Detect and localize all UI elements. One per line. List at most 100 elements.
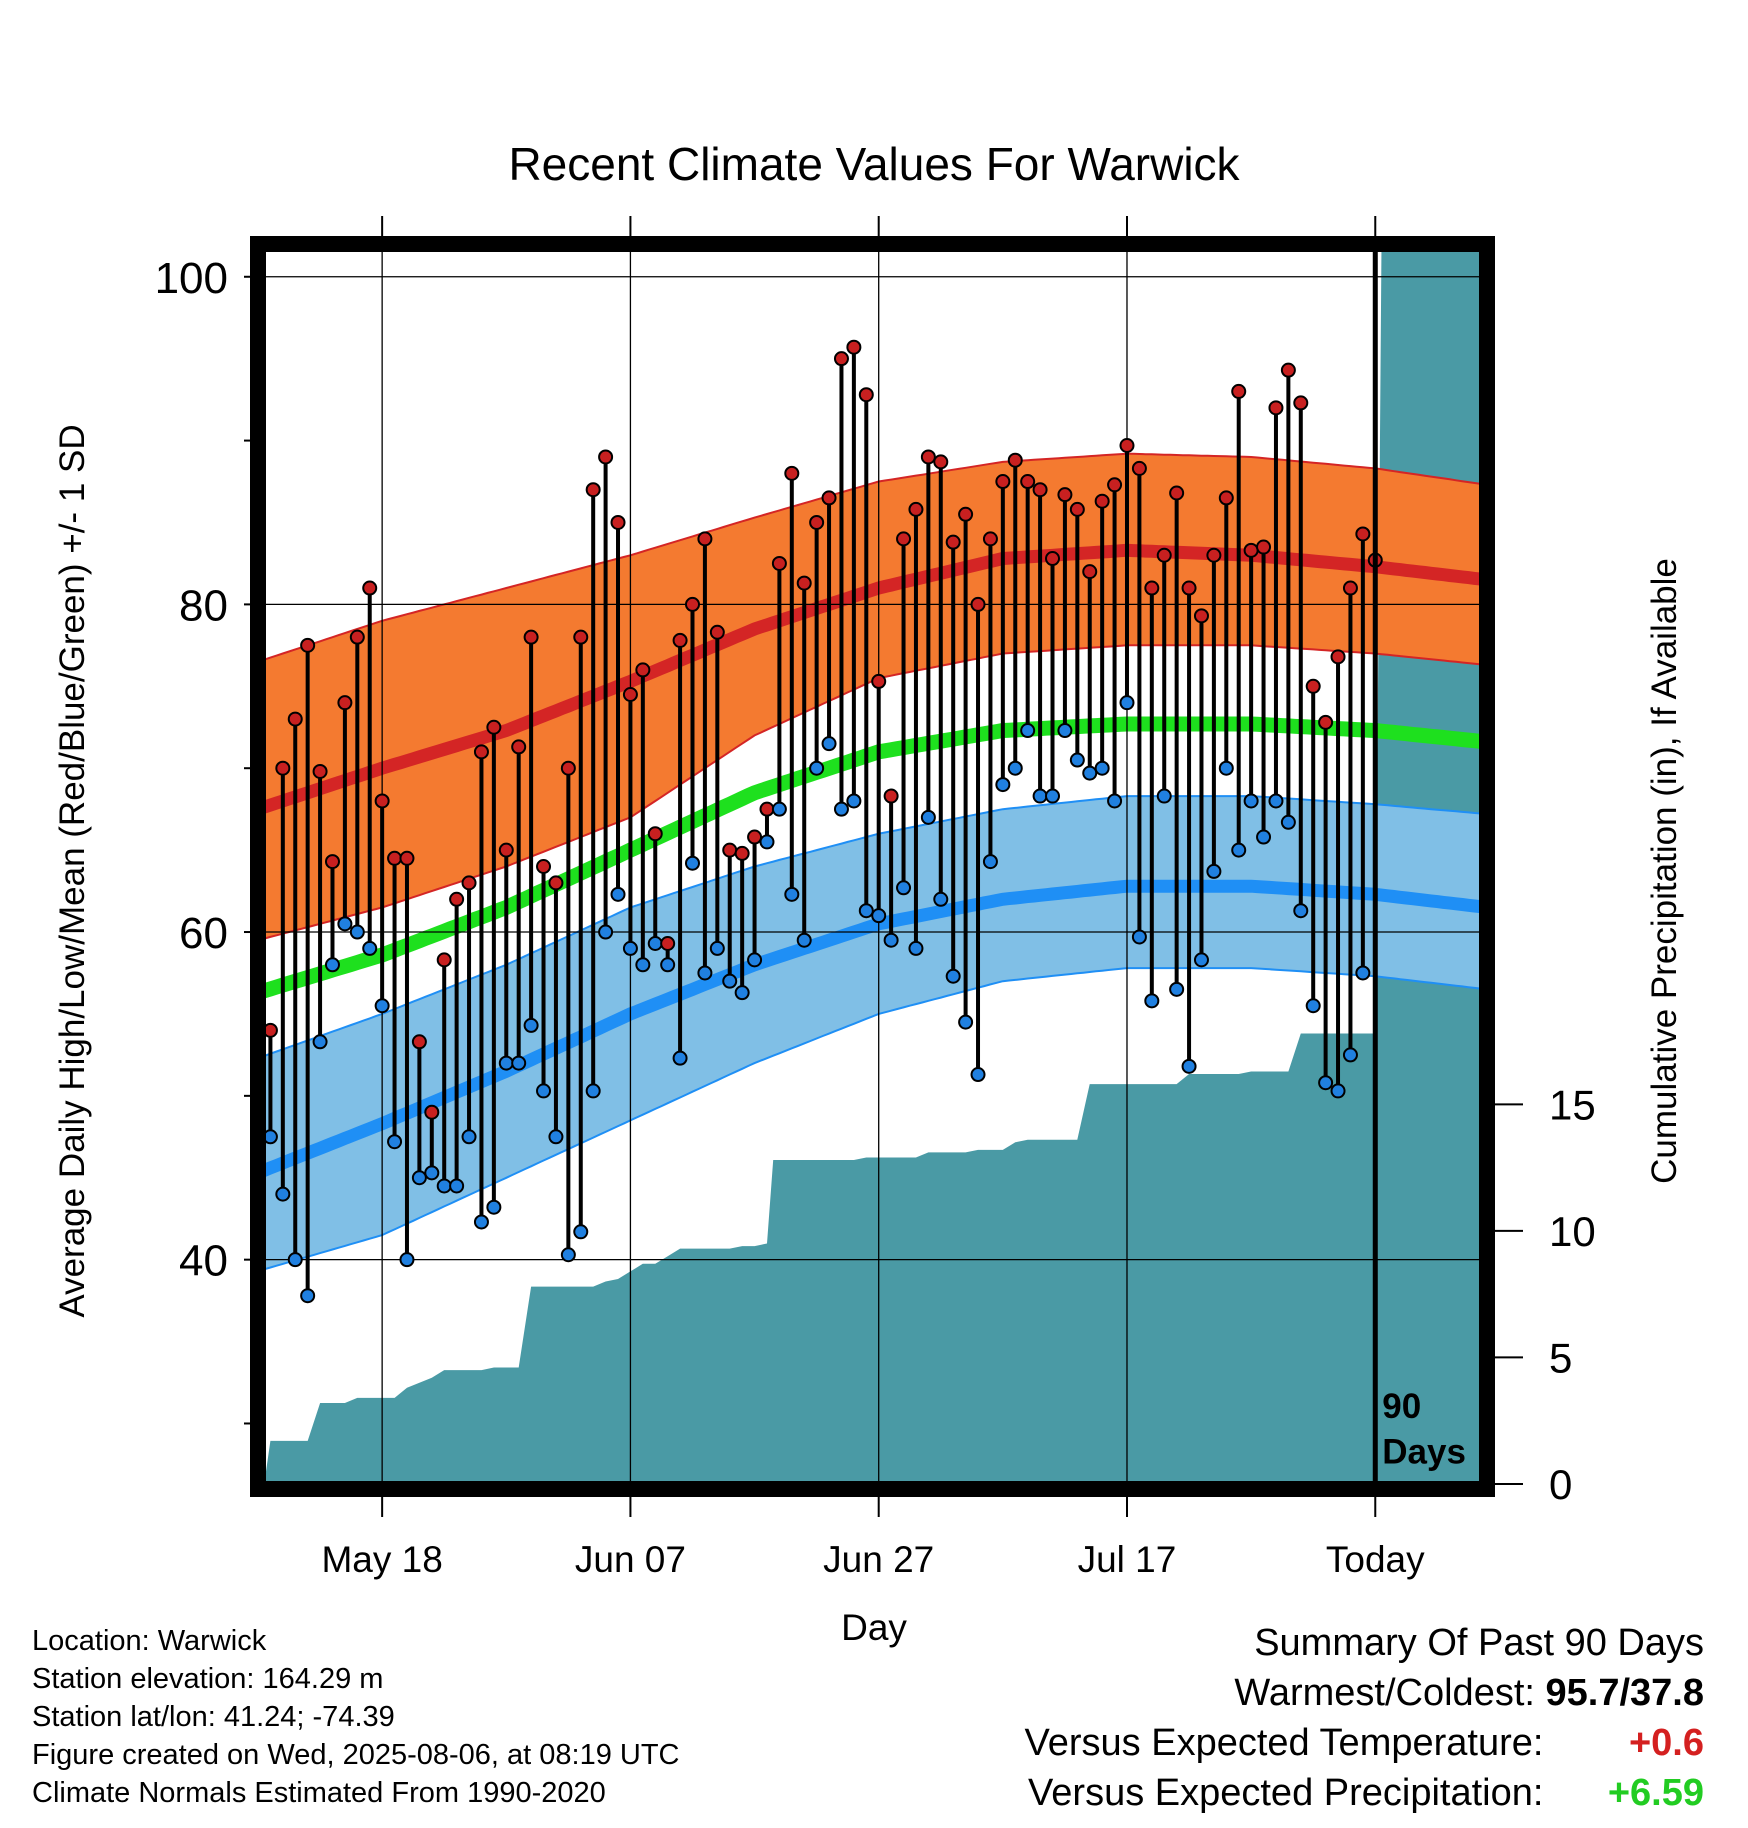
daily-high-point bbox=[573, 629, 589, 645]
y2-axis-label: Cumulative Precipitation (in), If Availa… bbox=[1645, 558, 1684, 1184]
daily-low-point bbox=[1318, 1075, 1334, 1091]
daily-high-point bbox=[722, 842, 738, 858]
daily-low-point bbox=[1355, 965, 1371, 981]
daily-high-point bbox=[1119, 437, 1135, 453]
daily-high-point bbox=[883, 788, 899, 804]
daily-high-point bbox=[337, 695, 353, 711]
y-tick-label: 60 bbox=[179, 909, 228, 958]
daily-high-point bbox=[908, 501, 924, 517]
latlon-text: Station lat/lon: 41.24; -74.39 bbox=[32, 1701, 395, 1733]
plot-area: 90 Days bbox=[258, 0, 1487, 1489]
daily-low-point bbox=[1169, 981, 1185, 997]
today-annotation-line1: 90 bbox=[1382, 1387, 1421, 1426]
daily-low-point bbox=[635, 957, 651, 973]
daily-low-point bbox=[536, 1083, 552, 1099]
y-tick-label: 40 bbox=[179, 1237, 228, 1286]
daily-low-point bbox=[511, 1055, 527, 1071]
daily-low-point bbox=[486, 1199, 502, 1215]
daily-high-point bbox=[300, 637, 316, 653]
daily-high-point bbox=[833, 351, 849, 367]
precip-value: +6.59 bbox=[1607, 1772, 1704, 1814]
summary-precip-row: Versus Expected Precipitation: +6.59 bbox=[1025, 1768, 1704, 1818]
daily-high-point bbox=[697, 531, 713, 547]
daily-high-point bbox=[523, 629, 539, 645]
daily-low-point bbox=[796, 932, 812, 948]
daily-low-point bbox=[1131, 929, 1147, 945]
daily-high-point bbox=[622, 686, 638, 702]
daily-high-point bbox=[424, 1104, 440, 1120]
daily-low-point bbox=[945, 968, 961, 984]
daily-high-point bbox=[585, 482, 601, 498]
daily-high-point bbox=[747, 829, 763, 845]
daily-high-point bbox=[362, 580, 378, 596]
x-tick-label: Jul 17 bbox=[1078, 1539, 1177, 1580]
daily-high-point bbox=[672, 632, 688, 648]
daily-high-point bbox=[1181, 580, 1197, 596]
daily-high-point bbox=[933, 454, 949, 470]
high-sd-band bbox=[258, 452, 1487, 942]
daily-low-point bbox=[672, 1050, 688, 1066]
daily-low-point bbox=[312, 1034, 328, 1050]
y2-tick-label: 5 bbox=[1549, 1334, 1572, 1381]
daily-high-point bbox=[1069, 501, 1085, 517]
daily-low-point bbox=[374, 998, 390, 1014]
daily-low-point bbox=[1107, 793, 1123, 809]
daily-high-point bbox=[1330, 649, 1346, 665]
daily-high-point bbox=[647, 826, 663, 842]
daily-low-point bbox=[1280, 814, 1296, 830]
y2-tick-label: 15 bbox=[1549, 1081, 1596, 1128]
daily-high-point bbox=[709, 624, 725, 640]
low-sd-band bbox=[258, 795, 1487, 1273]
precip-label: Versus Expected Precipitation: bbox=[1028, 1772, 1544, 1814]
daily-low-point bbox=[684, 855, 700, 871]
daily-high-point bbox=[324, 854, 340, 870]
daily-high-point bbox=[1342, 580, 1358, 596]
daily-low-point bbox=[1206, 863, 1222, 879]
daily-high-point bbox=[945, 534, 961, 550]
daily-low-point bbox=[846, 793, 862, 809]
daily-high-point bbox=[1094, 493, 1110, 509]
daily-low-point bbox=[411, 1170, 427, 1186]
daily-high-point bbox=[1218, 490, 1234, 506]
warmest-value: 95.7/37.8 bbox=[1545, 1672, 1704, 1714]
daily-low-point bbox=[821, 736, 837, 752]
daily-high-point bbox=[598, 449, 614, 465]
daily-high-point bbox=[858, 387, 874, 403]
daily-high-point bbox=[387, 850, 403, 866]
daily-high-point bbox=[610, 514, 626, 530]
daily-low-point bbox=[324, 957, 340, 973]
daily-high-point bbox=[821, 490, 837, 506]
daily-low-point bbox=[1193, 952, 1209, 968]
daily-high-point bbox=[1169, 485, 1185, 501]
daily-high-point bbox=[349, 629, 365, 645]
daily-high-point bbox=[399, 850, 415, 866]
daily-high-point bbox=[436, 952, 452, 968]
daily-low-point bbox=[697, 965, 713, 981]
daily-high-point bbox=[1243, 542, 1259, 558]
daily-low-point bbox=[1369, 0, 1382, 7]
daily-low-point bbox=[1181, 1058, 1197, 1074]
daily-low-point bbox=[1094, 760, 1110, 776]
daily-high-point bbox=[1355, 526, 1371, 542]
daily-low-point bbox=[449, 1178, 465, 1194]
daily-high-point bbox=[287, 711, 303, 727]
mean-high-line bbox=[258, 543, 1487, 816]
daily-low-point bbox=[722, 973, 738, 989]
daily-low-point bbox=[734, 985, 750, 1001]
chart-title: Recent Climate Values For Warwick bbox=[508, 138, 1240, 190]
daily-bars bbox=[258, 0, 1383, 1304]
daily-low-point bbox=[523, 1017, 539, 1033]
daily-low-point bbox=[337, 916, 353, 932]
daily-low-point bbox=[1243, 793, 1259, 809]
daily-high-point bbox=[796, 575, 812, 591]
daily-low-point bbox=[759, 834, 775, 850]
daily-low-point bbox=[287, 1252, 303, 1268]
precip-area bbox=[264, 244, 1487, 1484]
daily-high-point bbox=[759, 801, 775, 817]
daily-high-point bbox=[1193, 608, 1209, 624]
daily-low-point bbox=[709, 940, 725, 956]
daily-low-point bbox=[958, 1014, 974, 1030]
daily-low-point bbox=[747, 952, 763, 968]
daily-high-point bbox=[1144, 580, 1160, 596]
